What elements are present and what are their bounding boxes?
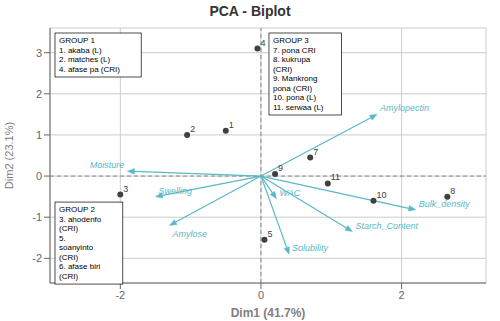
svg-text:(CRI): (CRI) <box>59 224 78 233</box>
svg-text:8: 8 <box>450 186 455 196</box>
svg-text:4. afase pa (CRI): 4. afase pa (CRI) <box>59 65 120 74</box>
svg-text:2: 2 <box>36 88 42 100</box>
svg-text:10: 10 <box>376 190 386 200</box>
svg-text:3: 3 <box>36 47 42 59</box>
svg-text:-1: -1 <box>32 211 42 223</box>
svg-text:GROUP 3: GROUP 3 <box>273 36 309 45</box>
svg-text:9: 9 <box>278 163 283 173</box>
svg-text:WAC: WAC <box>279 187 301 198</box>
svg-text:9. Mankrong: 9. Mankrong <box>273 74 317 83</box>
svg-text:Swelling: Swelling <box>158 186 192 196</box>
svg-text:2. matches (L): 2. matches (L) <box>59 55 110 64</box>
svg-text:Amylose: Amylose <box>172 229 208 239</box>
svg-text:Moisture: Moisture <box>90 160 125 170</box>
svg-text:1: 1 <box>229 120 234 130</box>
svg-text:4: 4 <box>260 38 265 48</box>
svg-text:Starch_Content: Starch_Content <box>355 221 418 231</box>
svg-text:10. pona (L): 10. pona (L) <box>273 93 316 102</box>
svg-text:6. afase biri: 6. afase biri <box>59 262 101 271</box>
svg-text:(CRI): (CRI) <box>59 272 78 281</box>
svg-text:GROUP 1: GROUP 1 <box>59 36 95 45</box>
svg-text:(CRI): (CRI) <box>59 253 78 262</box>
svg-text:Dim1 (41.7%): Dim1 (41.7%) <box>231 306 306 320</box>
svg-text:5.: 5. <box>59 234 66 243</box>
svg-text:0: 0 <box>258 289 264 301</box>
svg-text:5: 5 <box>267 229 272 239</box>
svg-text:-2: -2 <box>32 252 42 264</box>
svg-text:7: 7 <box>313 147 318 157</box>
svg-text:8. kukrupa: 8. kukrupa <box>273 55 311 64</box>
html-text:PCA - Biplot: PCA - Biplot <box>209 3 291 19</box>
svg-text:Amylopectin: Amylopectin <box>379 103 429 113</box>
svg-text:(CRI): (CRI) <box>273 65 292 74</box>
svg-text:Dim2 (23.1%): Dim2 (23.1%) <box>8 122 15 189</box>
svg-text:7. pona CRI: 7. pona CRI <box>273 46 316 55</box>
svg-text:11. serwaa (L): 11. serwaa (L) <box>273 103 324 112</box>
svg-text:1. akaba (L): 1. akaba (L) <box>59 46 102 55</box>
svg-text:3: 3 <box>123 184 128 194</box>
svg-text:-2: -2 <box>115 289 125 301</box>
svg-text:pona (CRI): pona (CRI) <box>273 84 312 93</box>
svg-text:soanyinto: soanyinto <box>59 243 94 252</box>
svg-text:1: 1 <box>36 129 42 141</box>
svg-text:Bulk_density: Bulk_density <box>419 199 471 209</box>
svg-text:Solubility: Solubility <box>292 243 329 253</box>
svg-text:0: 0 <box>36 170 42 182</box>
svg-text:3. ahodenfo: 3. ahodenfo <box>59 215 102 224</box>
svg-text:2: 2 <box>399 289 405 301</box>
svg-text:2: 2 <box>190 124 195 134</box>
svg-text:GROUP 2: GROUP 2 <box>59 205 95 214</box>
svg-text:11: 11 <box>331 172 340 182</box>
